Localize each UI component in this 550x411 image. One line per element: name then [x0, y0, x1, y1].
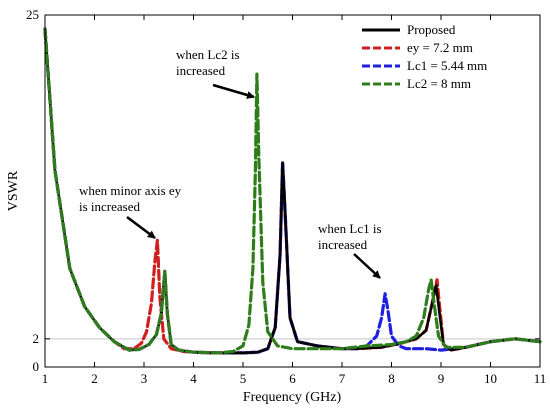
annotation-lc2-line1: when Lc2 is	[176, 47, 240, 62]
x-tick-label: 9	[438, 371, 445, 386]
annotation-lc1: when Lc1 is increased	[318, 221, 382, 279]
series-line-3	[43, 27, 542, 355]
y-tick-label: 2	[33, 331, 40, 346]
legend: Proposed ey = 7.2 mm Lc1 = 5.44 mm Lc2 = 8 …	[362, 22, 487, 91]
x-tick-label: 4	[190, 371, 197, 386]
annotation-lc2-line2: increased	[176, 63, 226, 78]
x-tick-label: 10	[484, 371, 497, 386]
annotation-ey-arrow	[126, 216, 156, 239]
series-layer	[43, 27, 542, 355]
x-axis-label: Frequency (GHz)	[243, 390, 342, 405]
annotation-lc1-arrow	[353, 253, 381, 279]
x-tick-label: 1	[42, 371, 49, 386]
y-tick-label: 25	[26, 7, 39, 22]
annotation-lc2: when Lc2 is increased	[176, 47, 255, 99]
legend-label-3: Lc2 = 8 mm	[407, 76, 471, 91]
annotation-lc1-line2: increased	[318, 237, 368, 252]
tick-layer: 1 2 3 4 5 6 7 8 9 10 11 0 2 25	[26, 7, 546, 386]
legend-label-2: Lc1 = 5.44 mm	[407, 58, 487, 73]
annotation-ey: when minor axis ey is increased	[79, 183, 182, 239]
x-tick-label: 3	[141, 371, 148, 386]
annotation-lc1-line1: when Lc1 is	[318, 221, 382, 236]
legend-label-1: ey = 7.2 mm	[407, 40, 473, 55]
x-tick-label: 5	[240, 371, 247, 386]
x-tick-label: 7	[339, 371, 346, 386]
y-axis-label: VSWR	[6, 170, 21, 211]
x-tick-label: 8	[388, 371, 395, 386]
legend-label-0: Proposed	[407, 22, 456, 37]
annotation-lc2-arrow	[212, 83, 255, 99]
annotation-ey-line2: is increased	[79, 199, 141, 214]
x-tick-label: 2	[91, 371, 98, 386]
annotation-ey-line1: when minor axis ey	[79, 183, 182, 198]
x-tick-label: 6	[289, 371, 296, 386]
y-tick-label: 0	[33, 359, 40, 374]
x-tick-label: 11	[534, 371, 547, 386]
